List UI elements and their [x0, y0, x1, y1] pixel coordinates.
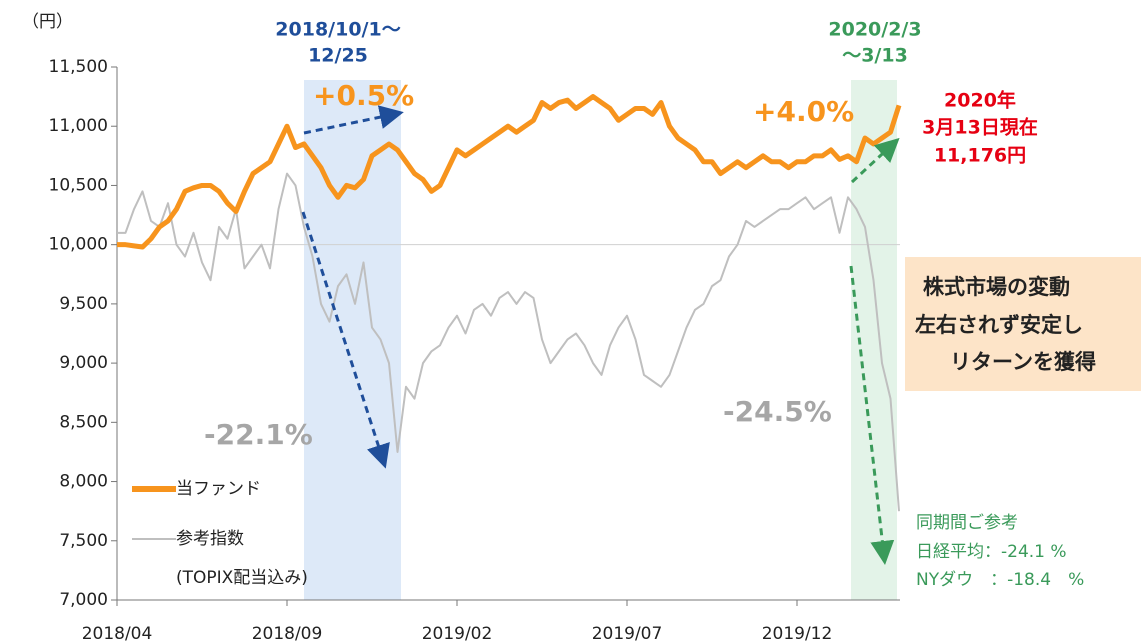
legend-label: 参考指数 [176, 529, 244, 549]
reference: 日経平均：-24.1 % [916, 542, 1067, 562]
y-unit: （円） [22, 12, 73, 32]
y-tick-label: 8,500 [59, 412, 108, 432]
y-tick-label: 9,000 [59, 353, 108, 373]
fund-change: +0.5% [313, 79, 414, 112]
legend-label: 当ファンド [176, 479, 261, 499]
x-tick-label: 2019/02 [422, 624, 493, 644]
y-tick-label: 10,000 [49, 235, 108, 255]
reference: 同期間ご参考 [916, 513, 1018, 533]
y-tick-label: 9,500 [59, 294, 108, 314]
x-tick-label: 2019/07 [592, 624, 663, 644]
message: 左右されず安定し [915, 313, 1083, 337]
y-tick-label: 7,000 [59, 590, 108, 610]
fund-change: +4.0% [753, 95, 854, 128]
y-tick-label: 7,500 [59, 531, 108, 551]
arrows [301, 105, 900, 565]
index-change: -22.1% [204, 418, 313, 451]
arrow [303, 105, 404, 135]
arrow [850, 137, 900, 184]
x-tick-label: 2018/09 [252, 624, 323, 644]
series-line [117, 172, 900, 512]
message-box [905, 257, 1141, 391]
arrow [849, 265, 895, 565]
x-tick-label: 2018/04 [82, 624, 153, 644]
current-note: 2020年 [944, 89, 1016, 112]
period-label: 2018/10/1～ [275, 19, 400, 41]
arrow [301, 211, 390, 469]
current-note: 11,176円 [934, 145, 1026, 167]
message: リターンを獲得 [950, 350, 1096, 374]
period-label: ～3/13 [842, 45, 908, 67]
highlight-band [304, 80, 401, 600]
y-tick-label: 8,000 [59, 472, 108, 492]
legend-note: (TOPIX配当込み) [176, 568, 308, 588]
current-note: 3月13日現在 [922, 116, 1038, 139]
period-label: 2020/2/3 [828, 19, 921, 41]
period-label: 12/25 [308, 45, 368, 67]
index-change: -24.5% [723, 395, 832, 428]
reference: NYダウ ：-18.4 % [916, 570, 1084, 590]
y-tick-label: 10,500 [49, 175, 108, 195]
y-tick-label: 11,000 [49, 116, 108, 136]
y-tick-label: 11,500 [49, 57, 108, 77]
message: 株式市場の変動 [923, 275, 1070, 299]
series-line [117, 94, 902, 250]
x-tick-label: 2019/12 [762, 624, 833, 644]
